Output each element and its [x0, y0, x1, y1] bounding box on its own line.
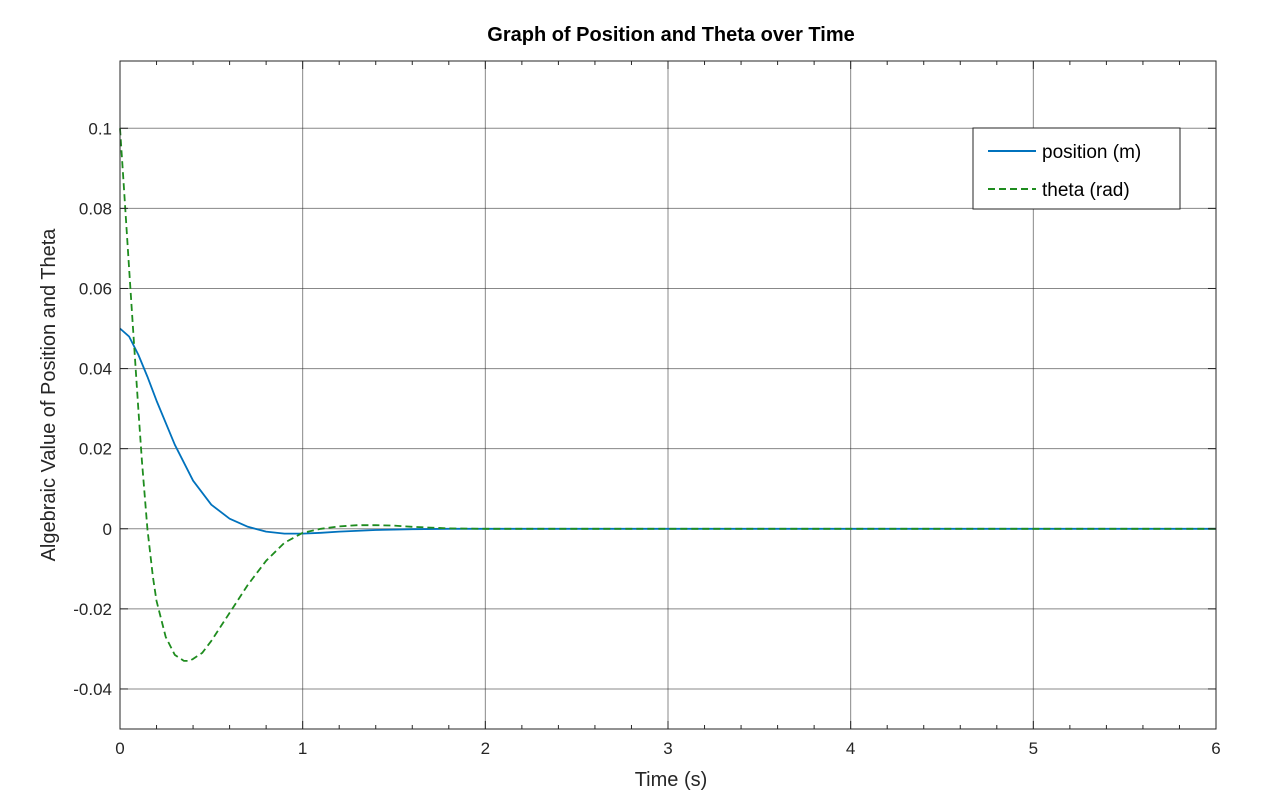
- x-tick-label: 3: [663, 739, 672, 758]
- y-tick-label: 0.02: [79, 440, 112, 459]
- legend-label-theta: theta (rad): [1042, 180, 1130, 201]
- y-tick-label: 0: [103, 520, 112, 539]
- legend-label-position: position (m): [1042, 142, 1141, 163]
- ticks: 0 1 2 3 4 5 6 -0.04 -0.02 0 0.02 0.04 0.06 0.08 0.1: [73, 61, 1221, 758]
- series-layer: [119, 128, 1216, 662]
- y-tick-label: 0.1: [88, 119, 112, 138]
- theta-series-line: [119, 128, 1216, 662]
- chart-title: Graph of Position and Theta over Time: [487, 24, 854, 46]
- x-tick-label: 2: [481, 739, 490, 758]
- x-tick-label: 0: [115, 739, 124, 758]
- y-axis-label: Algebraic Value of Position and Theta: [38, 228, 60, 562]
- x-tick-label: 5: [1029, 739, 1038, 758]
- x-axis-label: Time (s): [635, 769, 708, 791]
- y-tick-label: -0.02: [73, 600, 112, 619]
- x-tick-label: 1: [298, 739, 307, 758]
- y-tick-label: 0.06: [79, 279, 112, 298]
- x-tick-label: 6: [1211, 739, 1220, 758]
- legend: position (m) theta (rad): [972, 127, 1181, 210]
- legend-box: [972, 127, 1181, 210]
- y-tick-label: 0.08: [79, 199, 112, 218]
- position-series-line: [119, 327, 1216, 535]
- x-tick-label: 4: [846, 739, 855, 758]
- y-tick-label: -0.04: [73, 680, 112, 699]
- y-tick-label: 0.04: [79, 360, 112, 379]
